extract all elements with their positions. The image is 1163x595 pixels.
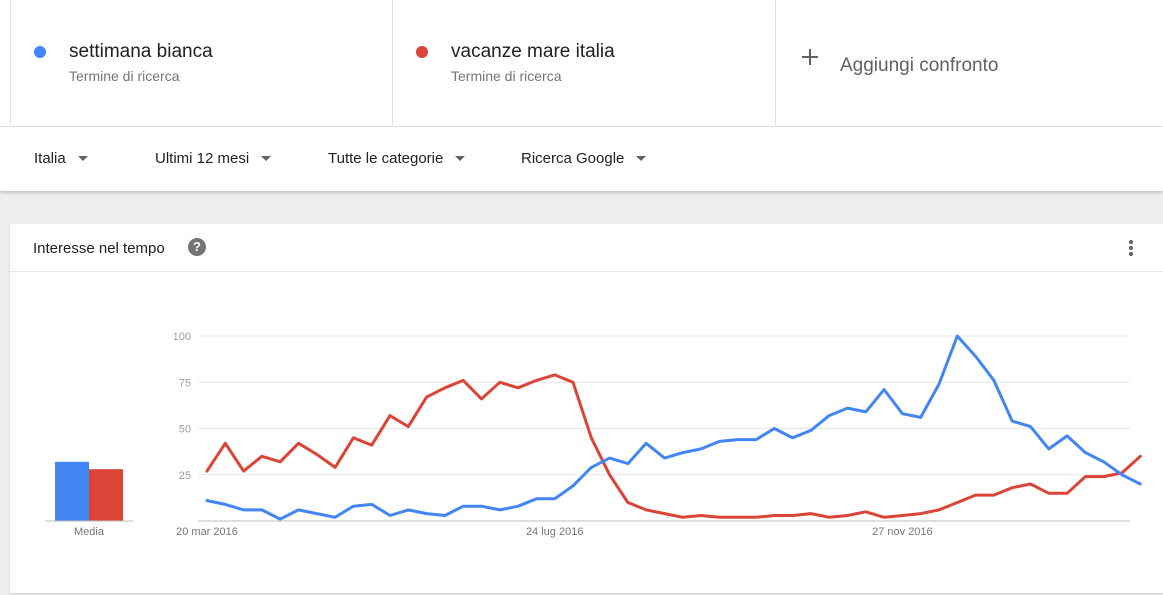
region-dropdown-label: Italia: [34, 150, 66, 167]
term-type: Termine di ricerca: [69, 68, 180, 84]
help-icon[interactable]: ?: [188, 238, 206, 256]
interest-over-time-card: Interesse nel tempo ?: [10, 224, 1163, 593]
term-card-vacanze-mare-italia[interactable]: vacanze mare italia Termine di ricerca: [393, 0, 776, 126]
period-dropdown-label: Ultimi 12 mesi: [155, 150, 250, 167]
caret-down-icon: [261, 155, 272, 161]
caret-down-icon: [636, 155, 647, 161]
term-card-settimana-bianca[interactable]: settimana bianca Termine di ricerca: [10, 0, 393, 126]
add-compare-button[interactable]: Aggiungi confronto: [776, 0, 1163, 126]
term-color-dot: [34, 46, 46, 58]
caret-down-icon: [77, 155, 88, 161]
term-name[interactable]: vacanze mare italia: [451, 41, 615, 62]
filters-bar: Italia Ultimi 12 mesi Tutte le categorie…: [0, 127, 1163, 191]
plus-icon: [802, 49, 818, 65]
search-terms-bar: settimana bianca Termine di ricerca vaca…: [0, 0, 1163, 127]
term-name[interactable]: settimana bianca: [69, 41, 213, 62]
card-header: Interesse nel tempo ?: [10, 224, 1163, 272]
term-color-dot: [416, 46, 428, 58]
add-compare-label: Aggiungi confronto: [840, 55, 999, 76]
source-dropdown[interactable]: Ricerca Google: [521, 150, 647, 167]
source-dropdown-label: Ricerca Google: [521, 150, 625, 167]
category-dropdown-label: Tutte le categorie: [328, 150, 444, 167]
term-type: Termine di ricerca: [451, 68, 562, 84]
more-vert-icon[interactable]: [1121, 236, 1141, 260]
period-dropdown[interactable]: Ultimi 12 mesi: [155, 150, 272, 167]
card-title: Interesse nel tempo: [33, 240, 165, 257]
region-dropdown[interactable]: Italia: [34, 150, 88, 167]
category-dropdown[interactable]: Tutte le categorie: [328, 150, 466, 167]
caret-down-icon: [455, 155, 466, 161]
